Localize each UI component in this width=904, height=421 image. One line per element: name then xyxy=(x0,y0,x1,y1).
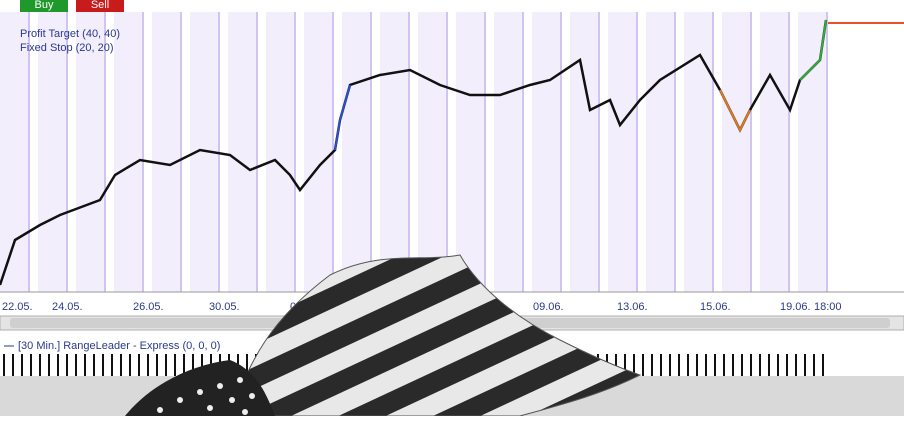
x-tick-label: 24.05. xyxy=(52,301,83,313)
x-tick-label: 30.05. xyxy=(209,301,240,313)
x-tick-label: 13.06. xyxy=(617,301,648,313)
x-tick-label: 15.06. xyxy=(700,301,731,313)
x-tick-label: 18:00 xyxy=(814,301,842,313)
x-tick-label: 09.06. xyxy=(533,301,564,313)
flag-overlay xyxy=(125,254,642,417)
price-highlight xyxy=(799,19,827,81)
legend-entry: Fixed Stop (20, 20) xyxy=(20,42,114,54)
price-highlight xyxy=(719,89,751,133)
chart-future xyxy=(828,12,904,292)
x-tick-label: 22.05. xyxy=(2,301,33,313)
x-tick-label: 19.06. xyxy=(780,301,811,313)
sell-label[interactable]: Sell xyxy=(91,0,109,11)
price-highlight xyxy=(334,84,351,151)
chart-background xyxy=(0,12,828,292)
legend-entry: Profit Target (40, 40) xyxy=(20,28,120,40)
buy-label[interactable]: Buy xyxy=(35,0,54,11)
sell-button[interactable] xyxy=(76,0,124,12)
x-tick-label: 26.05. xyxy=(133,301,164,313)
buy-button[interactable] xyxy=(20,0,68,12)
indicator-title: [30 Min.] RangeLeader - Express (0, 0, 0… xyxy=(18,340,220,352)
